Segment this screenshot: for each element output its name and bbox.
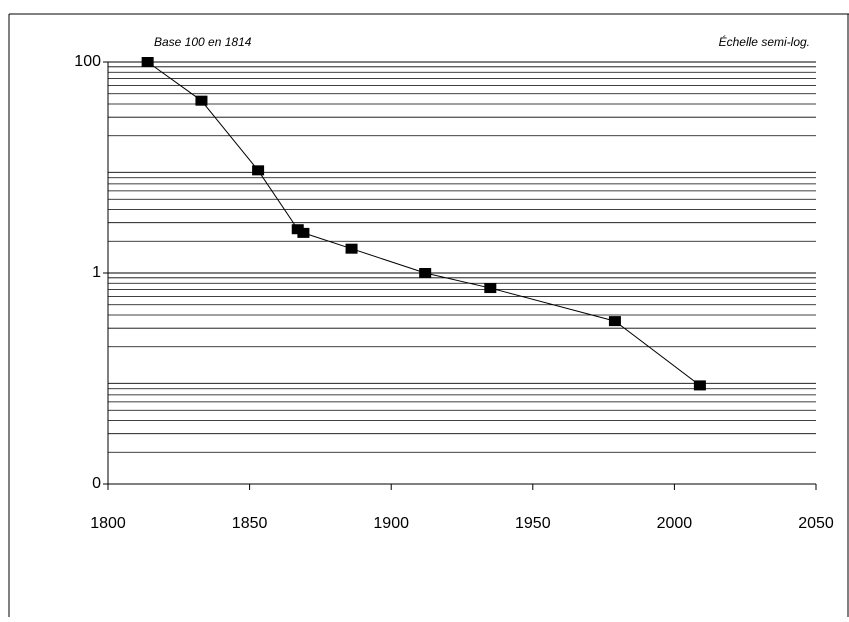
- point-marker: [419, 268, 432, 278]
- point-marker: [484, 283, 497, 294]
- y-tick-label: 100: [74, 53, 101, 70]
- point-marker: [345, 243, 358, 254]
- point-marker: [141, 57, 154, 67]
- point-marker: [693, 380, 706, 391]
- x-tick-label: 1850: [232, 515, 268, 532]
- point-marker: [195, 95, 208, 106]
- annotation: Échelle semi-log.: [719, 34, 810, 49]
- point-marker: [608, 316, 621, 327]
- x-tick-label: 2050: [798, 515, 834, 532]
- x-tick-label: 1950: [515, 515, 551, 532]
- y-tick-label: 1: [92, 264, 101, 281]
- x-tick-label: 1900: [373, 515, 409, 532]
- point-marker: [252, 165, 265, 176]
- point-marker: [297, 227, 310, 238]
- x-tick-label: 2000: [657, 515, 693, 532]
- x-tick-label: 1800: [90, 515, 126, 532]
- y-tick-label: 0: [92, 475, 101, 492]
- annotation: Base 100 en 1814: [154, 35, 252, 49]
- series-line: [147, 61, 701, 386]
